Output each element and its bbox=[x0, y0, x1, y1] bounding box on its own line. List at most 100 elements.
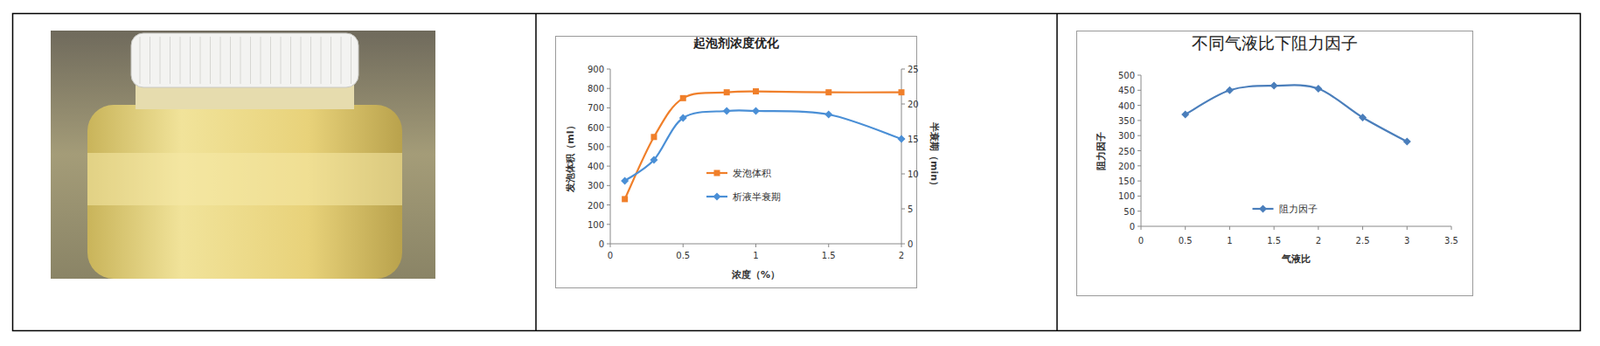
data-point bbox=[1314, 84, 1322, 93]
photo-background bbox=[50, 30, 436, 279]
y-tick bbox=[1137, 75, 1141, 77]
lid-ridge bbox=[300, 36, 302, 84]
x-tick-label: 3 bbox=[1404, 236, 1410, 246]
y2-tick-label: 25 bbox=[907, 64, 919, 75]
x-tick bbox=[755, 243, 757, 248]
cell-divider bbox=[535, 13, 537, 332]
y-tick-label: 200 bbox=[587, 201, 605, 211]
y-tick bbox=[1137, 226, 1141, 228]
y2-tick-label: 20 bbox=[907, 99, 919, 110]
y-tick bbox=[606, 107, 611, 109]
data-point bbox=[620, 177, 629, 186]
y-tick bbox=[1137, 210, 1141, 212]
y-tick-label: 300 bbox=[587, 180, 605, 191]
lid-ridge bbox=[260, 36, 262, 84]
x-tick bbox=[1184, 226, 1186, 230]
chart-frame bbox=[1077, 31, 1474, 297]
y-tick-label: 500 bbox=[587, 142, 605, 153]
x-tick-label: 1 bbox=[752, 250, 759, 261]
y-tick bbox=[1137, 135, 1141, 137]
chart-title: 起泡剂浓度优化 bbox=[692, 35, 780, 50]
series-line bbox=[625, 110, 902, 181]
data-point bbox=[679, 114, 688, 123]
y2-tick bbox=[901, 104, 905, 105]
data-point bbox=[723, 107, 731, 116]
data-point bbox=[897, 135, 906, 144]
plot-area bbox=[620, 88, 905, 202]
x-axis-title: 浓度（%） bbox=[730, 269, 780, 281]
y-tick bbox=[1137, 165, 1141, 167]
lid-ridge bbox=[310, 36, 312, 84]
x-tick bbox=[1317, 226, 1319, 230]
lid-ridge bbox=[270, 36, 272, 84]
data-point bbox=[1358, 113, 1367, 122]
lid-ridge bbox=[340, 36, 342, 84]
lid-ridge bbox=[189, 36, 191, 84]
legend: 发泡体积析液半衰期 bbox=[706, 167, 781, 203]
x-tick bbox=[1362, 226, 1364, 230]
y2-axis-title: 半衰期（min） bbox=[928, 121, 940, 191]
y-tick-label: 200 bbox=[1118, 161, 1135, 172]
y-tick-label: 100 bbox=[587, 220, 605, 230]
y-tick-label: 400 bbox=[1118, 101, 1135, 112]
data-point bbox=[752, 88, 759, 95]
y-tick-label: 900 bbox=[587, 64, 605, 75]
data-point bbox=[898, 89, 905, 96]
lid-ridge bbox=[250, 36, 251, 84]
y-axis-title: 阻力因子 bbox=[1095, 132, 1107, 171]
table-frame bbox=[13, 13, 1581, 332]
y-tick-label: 700 bbox=[587, 103, 605, 113]
data-point bbox=[650, 133, 657, 140]
y-tick-label: 250 bbox=[1118, 146, 1135, 157]
x-tick-label: 0 bbox=[607, 250, 613, 261]
data-point bbox=[1181, 110, 1190, 119]
data-point bbox=[751, 107, 760, 116]
x-tick-label: 2 bbox=[1315, 236, 1322, 246]
legend-label: 阻力因子 bbox=[1279, 203, 1318, 216]
y-tick bbox=[1137, 195, 1141, 197]
chart: 不同气液比下阻力因子050100150200250300350400450500… bbox=[1077, 31, 1474, 297]
cell-divider bbox=[1056, 13, 1058, 332]
x-tick-label: 1.5 bbox=[1266, 236, 1281, 246]
x-tick-label: 1.5 bbox=[821, 250, 836, 261]
x-tick-label: 0.5 bbox=[675, 250, 690, 261]
y-tick bbox=[1137, 180, 1141, 182]
lid-ridge bbox=[290, 36, 292, 84]
x-axis-title: 气液比 bbox=[1280, 253, 1311, 265]
y-tick bbox=[606, 126, 611, 128]
y2-tick-label: 0 bbox=[907, 239, 913, 250]
y-tick-label: 350 bbox=[1118, 116, 1135, 126]
lid-ridge bbox=[229, 36, 231, 84]
y-tick bbox=[606, 185, 611, 187]
lid-ridge bbox=[330, 36, 332, 84]
lid-ridge bbox=[139, 36, 141, 84]
y-axis bbox=[610, 69, 612, 244]
legend-label: 发泡体积 bbox=[732, 167, 772, 180]
y-tick-label: 300 bbox=[1118, 131, 1135, 141]
chart: 起泡剂浓度优化010020030040050060070080090005101… bbox=[556, 35, 941, 289]
y-tick-label: 450 bbox=[1118, 85, 1135, 96]
y-tick bbox=[606, 166, 611, 167]
legend-marker bbox=[713, 193, 722, 202]
y-axis-title: 发泡体积（ml） bbox=[564, 120, 577, 193]
lid-ridge bbox=[160, 36, 161, 84]
plot-area bbox=[1181, 82, 1412, 147]
y2-tick-label: 5 bbox=[907, 204, 913, 215]
jar-lid bbox=[131, 33, 359, 88]
y-tick bbox=[1137, 119, 1141, 121]
data-point bbox=[621, 195, 628, 202]
data-point bbox=[1403, 138, 1412, 147]
data-point bbox=[824, 111, 833, 119]
y-tick-label: 600 bbox=[587, 123, 605, 133]
y2-tick bbox=[901, 69, 905, 70]
y-tick bbox=[1137, 104, 1141, 106]
page: 起泡剂浓度优化010020030040050060070080090005101… bbox=[0, 0, 1600, 346]
data-point bbox=[825, 89, 832, 96]
y-tick bbox=[1137, 90, 1141, 91]
x-axis bbox=[1140, 226, 1452, 228]
y-tick bbox=[606, 243, 611, 245]
y-tick bbox=[606, 88, 611, 90]
x-tick bbox=[682, 243, 684, 248]
y-tick bbox=[1137, 150, 1141, 152]
x-tick bbox=[1451, 226, 1453, 230]
